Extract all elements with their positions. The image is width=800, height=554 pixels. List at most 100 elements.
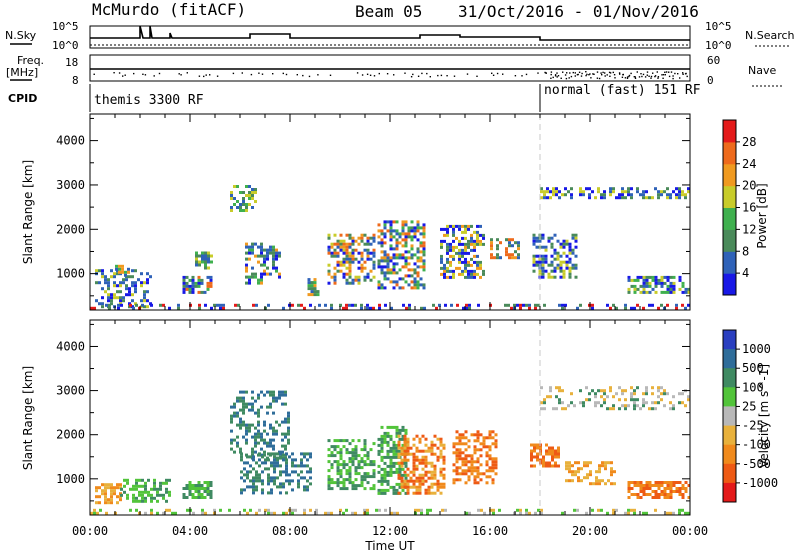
heatmap-cell [263, 393, 266, 397]
heatmap-cell [663, 481, 667, 484]
heatmap-cell [403, 446, 407, 450]
heatmap-cell [636, 481, 640, 484]
heatmap-cell [135, 487, 138, 491]
heatmap-cell [488, 469, 492, 473]
heatmap-cell [412, 458, 416, 462]
heatmap-cell [182, 281, 186, 285]
heatmap-cell [421, 479, 425, 483]
heatmap-cell [565, 464, 568, 468]
heatmap-cell [357, 236, 361, 240]
heatmap-cell [422, 268, 426, 272]
heatmap-cell [568, 269, 572, 273]
heatmap-cell [245, 269, 248, 273]
heatmap-cell [327, 448, 331, 452]
heatmap-cell [485, 436, 489, 440]
heatmap-cell [266, 405, 269, 409]
heatmap-cell [433, 452, 437, 456]
heatmap-cell [588, 392, 591, 396]
heatmap-cell [612, 395, 615, 399]
heatmap-cell [558, 190, 561, 194]
heatmap-cell [369, 251, 373, 255]
heatmap-cell [248, 203, 251, 206]
heatmap-cell [141, 490, 144, 494]
heatmap-cell [398, 256, 402, 260]
heatmap-cell [461, 433, 465, 437]
heatmap-cell [333, 233, 337, 237]
nave-point [178, 73, 180, 75]
heatmap-cell [363, 475, 367, 479]
heatmap-cell [443, 239, 446, 243]
heatmap-cell [494, 472, 498, 476]
heatmap-cell [568, 242, 572, 246]
heatmap-cell [336, 260, 340, 264]
heatmap-cell [586, 461, 589, 465]
heatmap-cell [251, 275, 254, 279]
heatmap-cell [245, 185, 248, 188]
heatmap-cell [548, 452, 551, 456]
heatmap-cell [333, 481, 337, 485]
heatmap-cell [240, 455, 243, 459]
nave-point [356, 72, 359, 74]
heatmap-cell [230, 417, 233, 421]
heatmap-cell [110, 302, 113, 306]
heatmap-cell [404, 256, 408, 260]
heatmap-cell [251, 450, 254, 454]
heatmap-cell [675, 490, 679, 493]
nave-point [684, 73, 687, 75]
heatmap-cell [470, 469, 474, 473]
heatmap-cell [257, 408, 260, 412]
heatmap-cell [660, 392, 663, 396]
heatmap-cell [600, 389, 603, 393]
heatmap-cell [439, 473, 443, 477]
heatmap-cell [233, 185, 236, 188]
heatmap-cell [660, 481, 664, 484]
heatmap-cell [261, 488, 264, 492]
heatmap-cell [426, 508, 429, 512]
heatmap-cell [410, 220, 414, 224]
nave-point [640, 73, 642, 75]
heatmap-cell [240, 452, 243, 456]
heatmap-cell [532, 236, 536, 240]
heatmap-cell [464, 260, 467, 264]
heatmap-cell [403, 440, 407, 444]
heatmap-cell [113, 275, 116, 279]
heatmap-cell [669, 196, 672, 200]
heatmap-cell [398, 470, 402, 474]
heatmap-cell [372, 239, 376, 243]
heatmap-cell [598, 470, 601, 474]
heatmap-cell [380, 479, 384, 483]
heatmap-cell [442, 455, 446, 459]
heatmap-cell [245, 426, 248, 430]
heatmap-cell [415, 467, 419, 471]
heatmap-cell [406, 473, 410, 477]
heatmap-cell [279, 485, 282, 489]
heatmap-cell [395, 455, 399, 459]
heatmap-cell [564, 407, 567, 411]
heatmap-cell [242, 408, 245, 412]
heatmap-cell [243, 488, 246, 492]
heatmap-cell [397, 440, 401, 444]
nave-point [186, 72, 188, 74]
heatmap-cell [488, 454, 492, 458]
heatmap-cell [479, 260, 482, 264]
heatmap-cell [556, 239, 560, 243]
heatmap-cell [589, 470, 592, 474]
heatmap-cell [577, 467, 580, 471]
heatmap-cell [257, 414, 260, 418]
heatmap-cell [242, 411, 245, 415]
heatmap-cell [366, 511, 369, 515]
heatmap-cell [476, 436, 480, 440]
heatmap-cell [383, 256, 387, 260]
heatmap-cell [201, 260, 204, 264]
heatmap-cell [479, 275, 482, 279]
heatmap-cell [198, 254, 201, 258]
heatmap-cell [245, 203, 248, 206]
heatmap-cell [345, 472, 349, 476]
heatmap-cell [248, 197, 251, 200]
heatmap-cell [600, 395, 603, 399]
heatmap-cell [427, 488, 431, 492]
heatmap-cell [651, 196, 654, 200]
x-tick-label: 08:00 [272, 524, 308, 538]
heatmap-cell [446, 269, 449, 273]
heatmap-cell [248, 402, 251, 406]
